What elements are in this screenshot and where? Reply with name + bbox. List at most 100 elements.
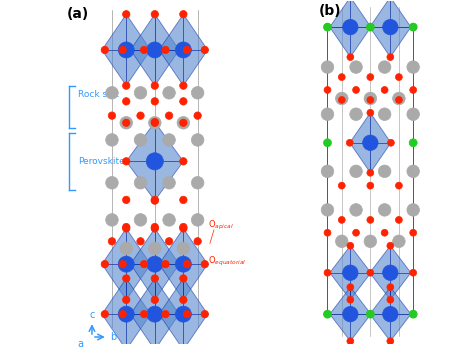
Circle shape: [364, 235, 377, 247]
Circle shape: [347, 296, 354, 303]
Circle shape: [323, 23, 331, 31]
Circle shape: [180, 275, 187, 282]
Circle shape: [378, 165, 391, 177]
Circle shape: [122, 10, 130, 18]
Circle shape: [106, 214, 118, 226]
Circle shape: [151, 275, 158, 282]
Circle shape: [134, 86, 147, 99]
Polygon shape: [102, 14, 151, 86]
Polygon shape: [370, 246, 411, 300]
Circle shape: [347, 284, 354, 290]
Circle shape: [120, 117, 133, 129]
Circle shape: [163, 86, 175, 99]
Circle shape: [101, 46, 109, 54]
Polygon shape: [130, 229, 179, 300]
Circle shape: [343, 19, 358, 35]
Circle shape: [378, 61, 391, 74]
Circle shape: [165, 238, 173, 245]
Circle shape: [108, 112, 116, 119]
Polygon shape: [330, 287, 371, 341]
Circle shape: [122, 158, 130, 165]
Circle shape: [183, 310, 191, 318]
Circle shape: [338, 216, 345, 223]
Polygon shape: [102, 279, 151, 350]
Circle shape: [324, 229, 331, 236]
Circle shape: [367, 109, 374, 116]
Circle shape: [383, 265, 398, 280]
Circle shape: [151, 118, 158, 126]
Circle shape: [163, 214, 175, 226]
Circle shape: [367, 74, 374, 80]
Circle shape: [347, 338, 354, 344]
Circle shape: [392, 92, 405, 105]
Circle shape: [347, 0, 354, 1]
Circle shape: [353, 86, 359, 93]
Circle shape: [410, 24, 417, 30]
Circle shape: [336, 235, 348, 247]
Text: (b): (b): [319, 4, 342, 18]
Circle shape: [191, 176, 204, 189]
Text: b: b: [110, 332, 116, 342]
Circle shape: [409, 310, 417, 318]
Circle shape: [350, 108, 362, 120]
Circle shape: [410, 229, 417, 236]
Circle shape: [410, 269, 417, 276]
Circle shape: [343, 265, 358, 280]
Circle shape: [148, 117, 161, 129]
Circle shape: [350, 204, 362, 216]
Circle shape: [163, 134, 175, 146]
Circle shape: [137, 112, 144, 119]
Circle shape: [324, 86, 331, 93]
Circle shape: [101, 260, 109, 268]
Circle shape: [180, 225, 187, 232]
Circle shape: [367, 182, 374, 189]
Circle shape: [162, 310, 169, 318]
Circle shape: [366, 23, 374, 31]
Circle shape: [395, 74, 402, 80]
Circle shape: [201, 310, 209, 318]
Text: O$_{equatorial}$: O$_{equatorial}$: [208, 255, 246, 268]
Circle shape: [324, 24, 331, 30]
Circle shape: [119, 310, 127, 318]
Circle shape: [387, 296, 394, 303]
Circle shape: [122, 275, 130, 282]
Circle shape: [151, 225, 158, 232]
Circle shape: [163, 176, 175, 189]
Circle shape: [381, 229, 388, 236]
Circle shape: [175, 306, 191, 322]
Circle shape: [353, 229, 359, 236]
Circle shape: [151, 296, 158, 303]
Circle shape: [387, 338, 394, 344]
Circle shape: [321, 108, 334, 120]
Circle shape: [366, 310, 374, 318]
Circle shape: [180, 296, 187, 303]
Circle shape: [387, 242, 394, 249]
Circle shape: [122, 98, 130, 105]
Circle shape: [338, 74, 345, 80]
Circle shape: [137, 238, 144, 245]
Circle shape: [120, 242, 133, 255]
Circle shape: [147, 42, 163, 58]
Polygon shape: [159, 229, 208, 300]
Circle shape: [409, 139, 417, 147]
Circle shape: [410, 311, 417, 317]
Polygon shape: [330, 246, 371, 300]
Circle shape: [106, 86, 118, 99]
Circle shape: [183, 260, 191, 268]
Text: (a): (a): [66, 7, 89, 21]
Circle shape: [364, 92, 377, 105]
Circle shape: [363, 135, 378, 150]
Circle shape: [407, 204, 419, 216]
Polygon shape: [330, 0, 371, 57]
Circle shape: [151, 82, 158, 89]
Circle shape: [146, 153, 164, 170]
Circle shape: [392, 235, 405, 247]
Polygon shape: [126, 122, 183, 201]
Circle shape: [108, 238, 116, 245]
Circle shape: [140, 310, 148, 318]
Polygon shape: [159, 279, 208, 350]
Circle shape: [140, 260, 148, 268]
Circle shape: [122, 223, 130, 231]
Circle shape: [407, 61, 419, 74]
Circle shape: [151, 197, 158, 204]
